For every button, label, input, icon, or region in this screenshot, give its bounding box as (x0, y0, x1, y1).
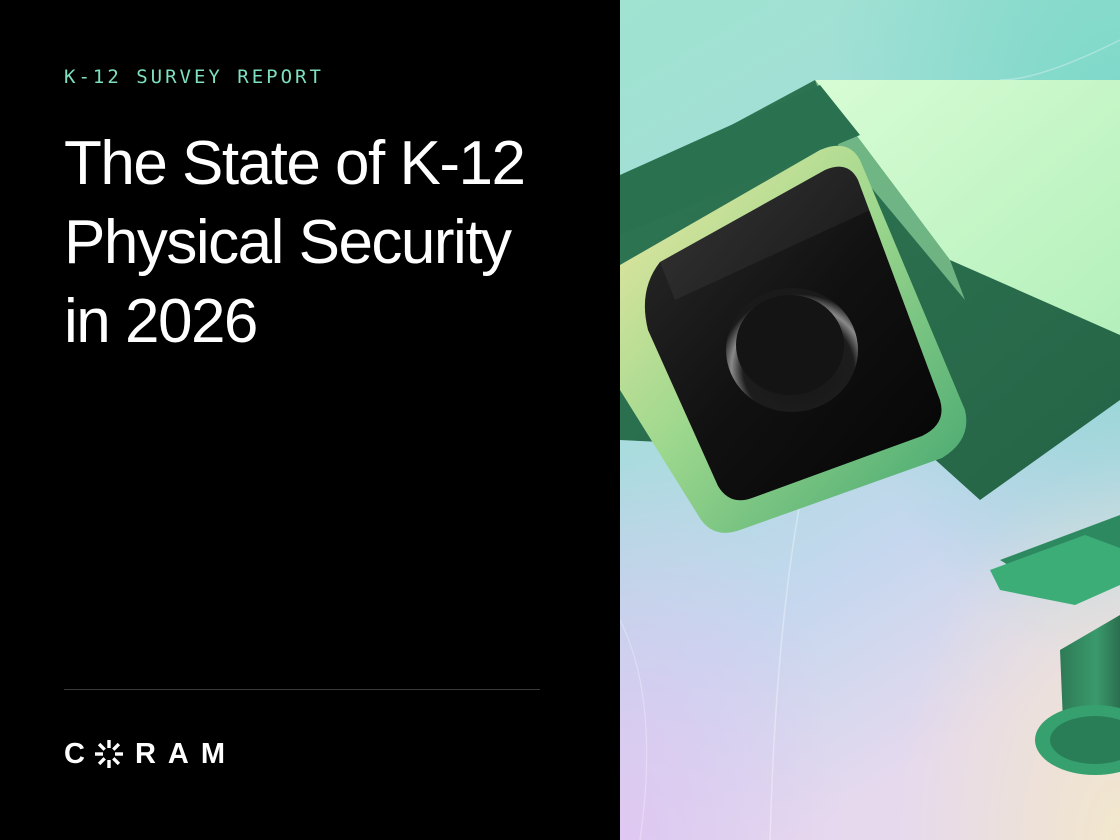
divider (64, 689, 540, 690)
sunburst-o-icon (94, 740, 123, 768)
title-line-2: Physical Security (64, 208, 512, 277)
title-line-3: in 2026 (64, 287, 258, 356)
camera-illustration-panel (620, 0, 1120, 840)
logo-letter-c: C (64, 737, 85, 770)
logo-letters-ram: RAM (134, 737, 237, 770)
title-line-1: The State of K-12 (64, 129, 526, 198)
report-eyebrow: K-12 SURVEY REPORT (64, 66, 324, 88)
coram-logo: C RAM (64, 736, 237, 772)
security-camera-icon (620, 0, 1120, 840)
cover-text-panel: K-12 SURVEY REPORT The State of K-12 Phy… (64, 66, 584, 772)
report-title: The State of K-12 Physical Security in 2… (64, 124, 584, 361)
